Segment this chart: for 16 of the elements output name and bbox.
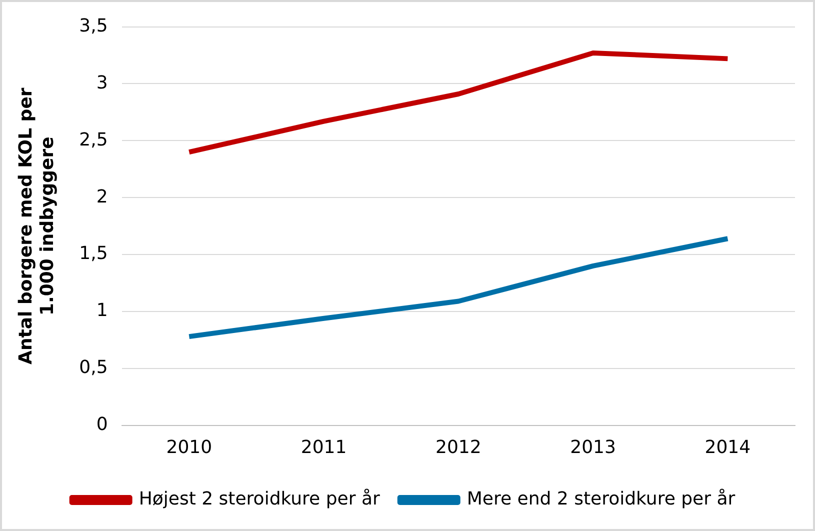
y-tick-label: 2 bbox=[96, 186, 108, 208]
y-tick-label: 2,5 bbox=[79, 129, 108, 150]
x-tick-label: 2011 bbox=[300, 436, 347, 458]
y-tick-label: 1 bbox=[96, 300, 108, 322]
y-axis-title: Antal borgere med KOL per 1.000 indbyggere bbox=[15, 88, 58, 364]
y-tick-label: 0 bbox=[96, 414, 108, 436]
y-tick-label: 3 bbox=[96, 72, 108, 94]
y-tick-label: 3,5 bbox=[79, 15, 108, 36]
y-tick-label: 0,5 bbox=[79, 357, 108, 378]
y-tick-label: 1,5 bbox=[79, 243, 108, 264]
x-tick-label: 2014 bbox=[704, 436, 751, 458]
legend-label: Højest 2 steroidkure per år bbox=[138, 488, 380, 510]
x-tick-label: 2013 bbox=[570, 436, 616, 458]
legend-label: Mere end 2 steroidkure per år bbox=[466, 488, 736, 510]
x-tick-label: 2012 bbox=[436, 436, 482, 458]
x-tick-label: 2010 bbox=[166, 436, 212, 458]
